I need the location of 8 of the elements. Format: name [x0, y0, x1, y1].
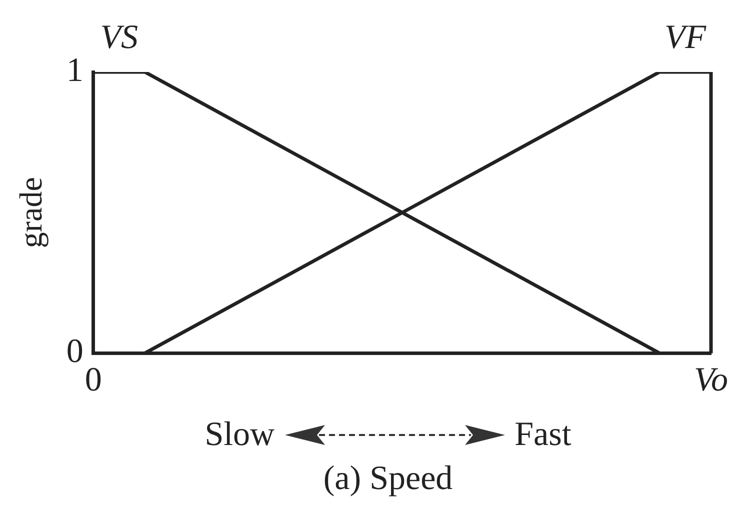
- x-tick-label: Vo: [694, 362, 728, 399]
- y-axis-title: grade: [12, 177, 49, 248]
- text: (a) Speed: [322, 460, 454, 498]
- series-label: VS: [100, 18, 138, 56]
- text: Slow: [204, 416, 275, 454]
- y-tick-label: 1: [66, 52, 84, 89]
- series-label: VF: [664, 18, 708, 56]
- text: Fast: [514, 416, 572, 454]
